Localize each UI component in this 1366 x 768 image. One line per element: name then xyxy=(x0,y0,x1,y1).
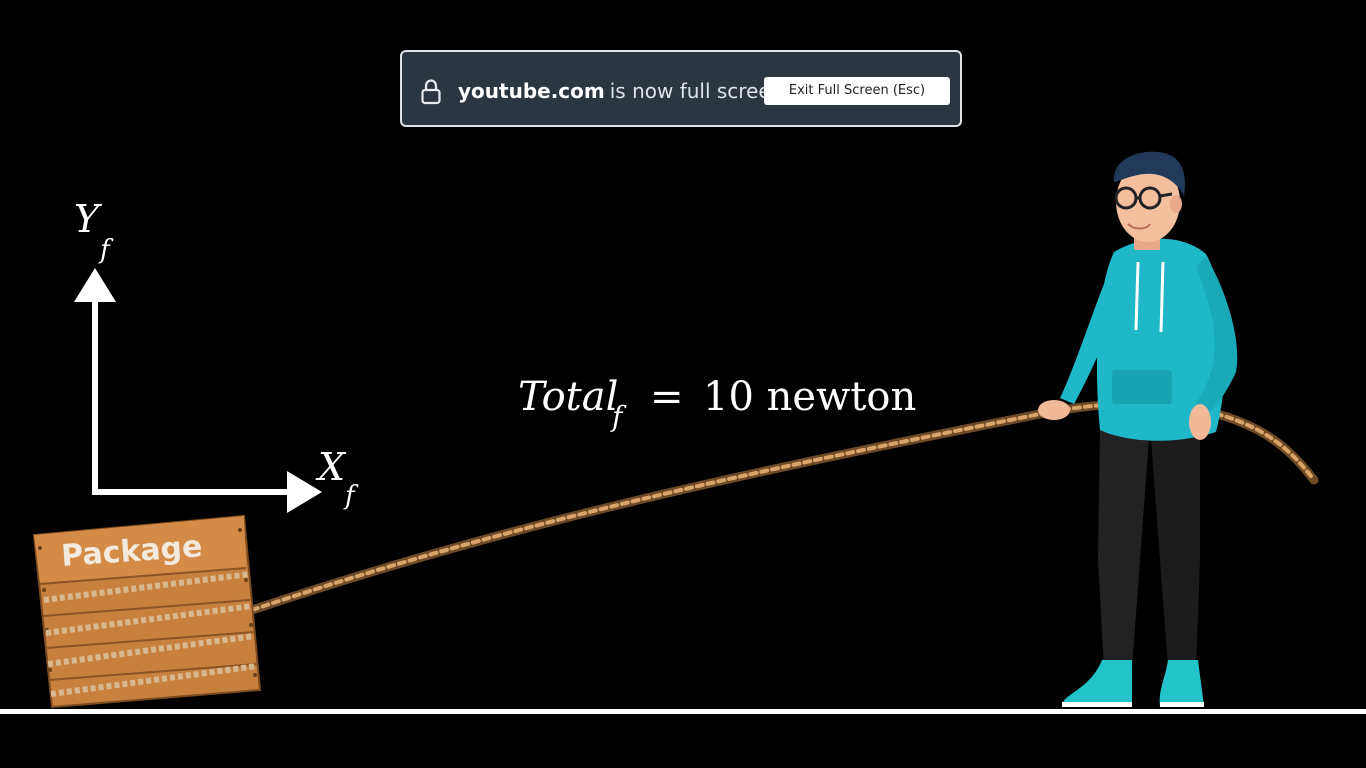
person-right-shoe xyxy=(1159,660,1204,706)
person-right-leg xyxy=(1150,425,1200,668)
crate-rope-wrap-2 xyxy=(45,603,253,636)
person-left-arm xyxy=(1060,260,1128,404)
rope-strands xyxy=(250,401,1316,612)
y-axis-arrowhead xyxy=(74,268,116,302)
y-axis-subscript: f xyxy=(98,235,114,265)
person-left-hand xyxy=(1038,400,1070,420)
fullscreen-message: youtube.com is now full screen xyxy=(458,78,783,104)
fullscreen-domain: youtube.com xyxy=(458,79,605,103)
x-axis-label: X xyxy=(315,445,347,489)
crate-rope-wrap-1 xyxy=(43,571,251,603)
person-left-leg xyxy=(1098,425,1150,668)
equation-rhs: 10 newton xyxy=(703,374,916,420)
person-character xyxy=(1038,151,1238,707)
crate-rope-wrap-3 xyxy=(47,633,255,667)
equation-lhs: Total xyxy=(518,374,618,420)
package-crate xyxy=(32,514,262,709)
person-left-shoe xyxy=(1062,660,1132,706)
equation-subscript: f xyxy=(610,400,627,433)
person-hair xyxy=(1113,151,1185,196)
person-right-hand xyxy=(1189,404,1211,440)
exit-fullscreen-button[interactable]: Exit Full Screen (Esc) xyxy=(764,77,950,105)
equation-operator: = xyxy=(650,374,684,420)
crate-top-plank xyxy=(34,516,246,584)
hoodie-pocket xyxy=(1112,370,1172,404)
coordinate-axes xyxy=(74,268,322,513)
y-axis-label: Y xyxy=(74,197,103,241)
person-right-arm xyxy=(1196,256,1238,412)
x-axis-arrowhead xyxy=(287,471,322,513)
x-axis-subscript: f xyxy=(343,481,359,511)
fullscreen-notification: youtube.com is now full screen Exit Full … xyxy=(400,50,962,127)
lock-icon xyxy=(421,79,441,105)
crate-rope-wrap-4 xyxy=(50,663,258,697)
person-head xyxy=(1116,162,1180,242)
ground-line xyxy=(0,709,1366,714)
fullscreen-message-text: is now full screen xyxy=(609,79,784,103)
